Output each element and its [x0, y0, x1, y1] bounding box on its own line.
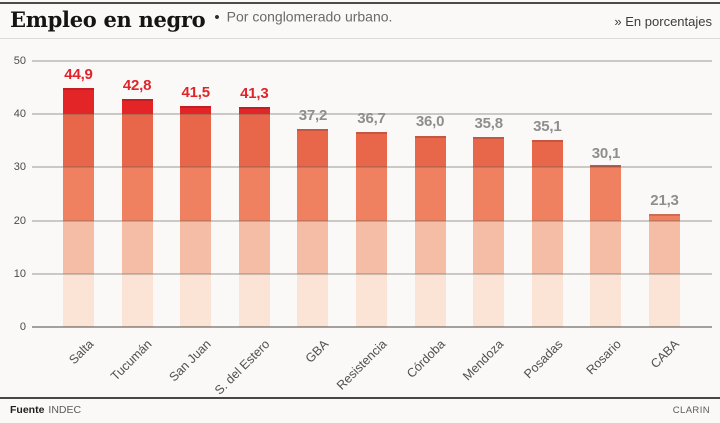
- bar-gba-segment-20: [297, 167, 329, 221]
- x-label-rosario: Rosario: [583, 337, 624, 378]
- value-label-s-del-estero: 41,3: [240, 85, 269, 103]
- bar-mendoza-segment-0: [473, 273, 505, 327]
- x-label-gba: GBA: [302, 337, 331, 366]
- x-label-s-del-estero: S. del Estero: [211, 337, 273, 398]
- bar-salta-segment-40: [63, 88, 94, 115]
- x-label-tucum-n: Tucumán: [108, 337, 156, 384]
- bar-posadas-segment-10: [531, 220, 563, 274]
- y-tick-label-20: 20: [13, 214, 26, 227]
- gridline-50: [32, 60, 712, 62]
- value-label-posadas: 35,1: [533, 118, 562, 136]
- value-label-mendoza: 35,8: [474, 114, 503, 132]
- value-label-gba: 37,2: [298, 107, 328, 125]
- top-border-line: [0, 2, 720, 4]
- y-tick-label-40: 40: [13, 108, 26, 121]
- y-tick-label-50: 50: [13, 55, 26, 67]
- x-axis-labels: Salta Tucumán San Juan S. del Estero GBA Resi…: [32, 327, 712, 398]
- value-label-caba: 21,3: [650, 191, 679, 209]
- bar-rosario-segment-10: [590, 220, 622, 274]
- footer-separator-line: [0, 397, 720, 399]
- y-tick-label-0: 0: [19, 321, 26, 333]
- source-note: Fuente INDEC: [10, 404, 81, 416]
- bar-gba-segment-0: [297, 273, 329, 327]
- value-label-c-rdoba: 36,0: [415, 113, 445, 131]
- page-title: Empleo en negro: [10, 7, 206, 32]
- bar-s-del-estero-segment-10: [238, 220, 270, 274]
- x-label-caba: CABA: [648, 337, 683, 371]
- bar-gba-segment-30: [297, 129, 329, 168]
- y-tick-label-10: 10: [13, 267, 26, 280]
- bar-tucum-n-segment-40: [121, 99, 153, 115]
- bar-posadas-segment-0: [531, 273, 563, 327]
- bar-resistencia-segment-30: [356, 131, 387, 168]
- gridline-10: [32, 272, 712, 275]
- bar-c-rdoba-segment-20: [414, 167, 446, 221]
- bar-caba-segment-20: [649, 213, 680, 221]
- bar-c-rdoba-segment-0: [414, 273, 446, 327]
- value-label-tucum-n: 42,8: [122, 77, 152, 95]
- value-label-rosario: 30,1: [591, 144, 621, 162]
- header-separator-line: [0, 38, 720, 39]
- bar-posadas-segment-20: [531, 167, 563, 221]
- bar-san-juan-segment-20: [180, 167, 212, 221]
- gridline-30: [32, 166, 712, 169]
- bar-resistencia-segment-0: [356, 273, 387, 327]
- gridline-40: [32, 113, 712, 116]
- x-label-mendoza: Mendoza: [460, 337, 507, 384]
- bar-salta-segment-30: [63, 114, 94, 168]
- bar-san-juan-segment-10: [180, 220, 212, 274]
- x-label-c-rdoba: Córdoba: [404, 337, 449, 381]
- bar-salta-segment-0: [63, 273, 94, 327]
- x-label-san-juan: San Juan: [166, 337, 214, 385]
- bar-tucum-n-segment-10: [121, 220, 153, 274]
- bar-s-del-estero-segment-40: [238, 107, 270, 115]
- bar-rosario-segment-0: [590, 273, 622, 327]
- bar-san-juan-segment-0: [180, 273, 212, 327]
- x-label-posadas: Posadas: [520, 337, 566, 382]
- bar-posadas-segment-30: [531, 140, 563, 168]
- bar-mendoza-segment-20: [473, 167, 505, 221]
- bar-san-juan-segment-30: [180, 114, 212, 168]
- publisher-credit: CLARIN: [672, 405, 710, 416]
- bar-tucum-n-segment-30: [121, 114, 153, 168]
- x-label-resistencia: Resistencia: [333, 337, 390, 393]
- source-value: INDEC: [48, 404, 82, 416]
- bar-tucum-n-segment-20: [121, 167, 153, 221]
- bar-s-del-estero-segment-0: [238, 273, 270, 327]
- title-bullet-separator: •: [214, 8, 220, 26]
- bar-san-juan-segment-40: [180, 106, 212, 115]
- bar-salta-segment-10: [63, 220, 94, 274]
- plot-area: 44,9 42,8 41,5 41,3 37,2 36,7 36,0 35,8 35,1 30,1…: [14, 55, 712, 333]
- bar-c-rdoba-segment-10: [414, 220, 446, 274]
- bar-tucum-n-segment-0: [121, 273, 153, 327]
- unit-note: » En porcentajes: [614, 14, 712, 29]
- gridline-0: [32, 326, 712, 328]
- bar-caba-segment-10: [649, 220, 680, 274]
- bar-mendoza-segment-30: [473, 136, 505, 168]
- bar-gba-segment-10: [297, 220, 329, 274]
- x-label-salta: Salta: [66, 337, 97, 368]
- bar-rosario-segment-20: [590, 167, 622, 221]
- bar-rosario-segment-30: [590, 165, 622, 168]
- source-label: Fuente: [10, 404, 45, 416]
- bar-caba-segment-0: [649, 273, 680, 327]
- value-label-resistencia: 36,7: [357, 109, 386, 127]
- bar-resistencia-segment-10: [356, 220, 387, 274]
- bar-c-rdoba-segment-30: [414, 135, 446, 168]
- value-label-san-juan: 41,5: [181, 84, 210, 102]
- value-label-salta: 44,9: [64, 66, 93, 84]
- page-subtitle: Por conglomerado urbano.: [226, 8, 393, 25]
- bar-mendoza-segment-10: [473, 220, 505, 274]
- gridline-20: [32, 219, 712, 222]
- bar-salta-segment-20: [63, 167, 94, 221]
- header: Empleo en negro • Por conglomerado urbano.…: [10, 7, 712, 37]
- bar-s-del-estero-segment-20: [238, 167, 270, 221]
- y-tick-label-30: 30: [13, 161, 26, 174]
- bar-s-del-estero-segment-30: [238, 114, 270, 168]
- bar-resistencia-segment-20: [356, 167, 387, 221]
